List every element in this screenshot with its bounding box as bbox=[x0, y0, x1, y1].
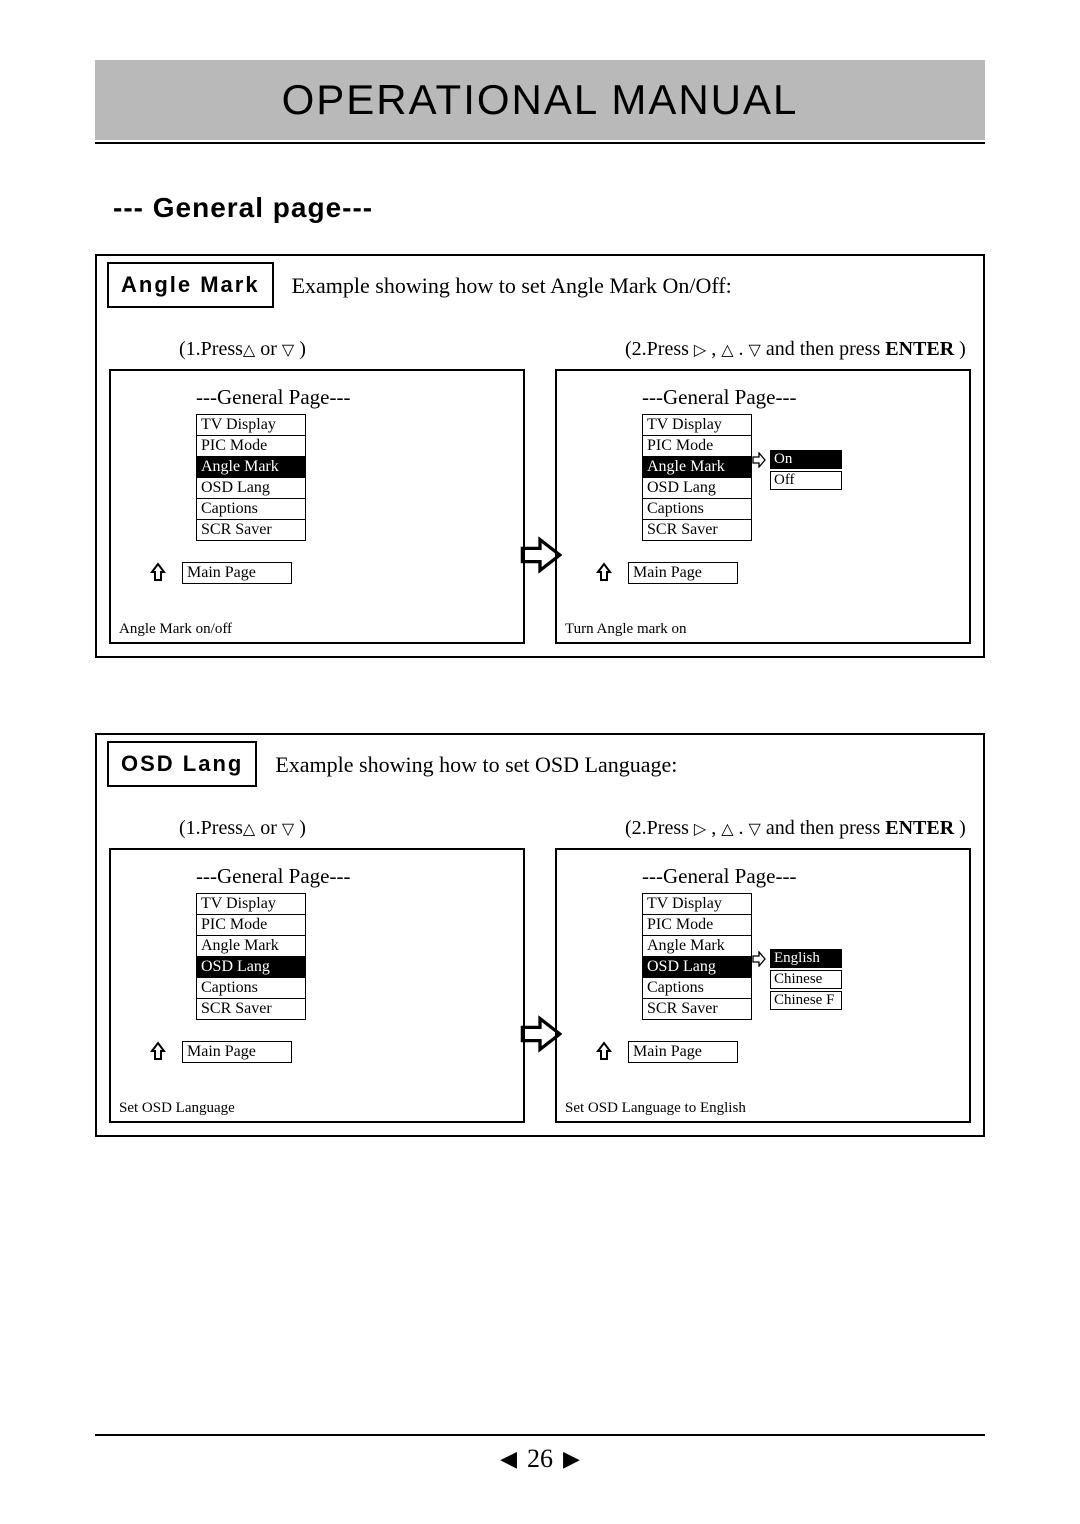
submenu: On Off bbox=[752, 449, 842, 491]
return-up-icon bbox=[146, 1037, 170, 1066]
menu-item-stack: TV DisplayPIC ModeAngle MarkOSD LangCapt… bbox=[196, 414, 306, 541]
menu-item: PIC Mode bbox=[642, 915, 752, 936]
osd-title: ---General Page--- bbox=[196, 864, 513, 889]
return-up-icon bbox=[146, 558, 170, 587]
main-page-row: Main Page bbox=[592, 558, 959, 587]
submenu-item: Chinese bbox=[770, 970, 842, 989]
main-page-row: Main Page bbox=[592, 1037, 959, 1066]
page-next-icon: ▶ bbox=[563, 1446, 580, 1472]
menu-item: TV Display bbox=[642, 415, 752, 436]
menu-item: PIC Mode bbox=[196, 436, 306, 457]
block-description: Example showing how to set Angle Mark On… bbox=[292, 273, 732, 299]
menu-item: PIC Mode bbox=[642, 436, 752, 457]
submenu-item: On bbox=[770, 450, 842, 469]
submenu-item: Chinese F bbox=[770, 991, 842, 1010]
status-line: Set OSD Language to English bbox=[565, 1100, 746, 1117]
header-rule bbox=[95, 142, 985, 144]
step-label-2: (2.Press ▷ , △ . ▽ and then press ENTER … bbox=[625, 338, 971, 361]
menu-item: Angle Mark bbox=[642, 936, 752, 957]
menu-item: SCR Saver bbox=[196, 999, 306, 1020]
menu-item: TV Display bbox=[196, 415, 306, 436]
menu-item: Captions bbox=[642, 499, 752, 520]
menu-item: SCR Saver bbox=[642, 999, 752, 1020]
menu-item: Captions bbox=[196, 499, 306, 520]
page-title: OPERATIONAL MANUAL bbox=[282, 76, 799, 124]
steps-row: (1.Press△ or ▽ ) ---General Page--- TV D… bbox=[109, 817, 971, 1123]
block-tag: Angle Mark bbox=[107, 262, 274, 308]
menu-item: Angle Mark bbox=[196, 936, 306, 957]
menu-item: Captions bbox=[196, 978, 306, 999]
menu-item: SCR Saver bbox=[196, 520, 306, 541]
main-page-item: Main Page bbox=[182, 562, 292, 584]
menu-item-stack: TV DisplayPIC ModeAngle MarkOSD LangCapt… bbox=[642, 414, 752, 541]
transition-arrow-icon bbox=[518, 533, 562, 582]
menu-item: Captions bbox=[642, 978, 752, 999]
menu-item: OSD Lang bbox=[196, 478, 306, 499]
block-description: Example showing how to set OSD Language: bbox=[275, 752, 677, 778]
main-page-item: Main Page bbox=[628, 1041, 738, 1063]
menu-item: Angle Mark bbox=[196, 457, 306, 478]
block-header: OSD Lang Example showing how to set OSD … bbox=[109, 743, 971, 787]
osd-panel-left: ---General Page--- TV DisplayPIC ModeAng… bbox=[109, 848, 525, 1123]
menu-item: TV Display bbox=[196, 894, 306, 915]
example-block: Angle Mark Example showing how to set An… bbox=[95, 254, 985, 658]
return-up-icon bbox=[592, 1037, 616, 1066]
page-number-row: ◀ 26 ▶ bbox=[95, 1444, 985, 1474]
menu-item: OSD Lang bbox=[196, 957, 306, 978]
step-label-2: (2.Press ▷ , △ . ▽ and then press ENTER … bbox=[625, 817, 971, 840]
example-block: OSD Lang Example showing how to set OSD … bbox=[95, 733, 985, 1137]
menu-item: PIC Mode bbox=[196, 915, 306, 936]
menu-item: Angle Mark bbox=[642, 457, 752, 478]
step-column-2: (2.Press ▷ , △ . ▽ and then press ENTER … bbox=[555, 338, 971, 644]
menu-item: TV Display bbox=[642, 894, 752, 915]
submenu-item: Off bbox=[770, 471, 842, 490]
menu-item-stack: TV DisplayPIC ModeAngle MarkOSD LangCapt… bbox=[196, 893, 306, 1020]
menu-item: OSD Lang bbox=[642, 478, 752, 499]
osd-title: ---General Page--- bbox=[196, 385, 513, 410]
page-prev-icon: ◀ bbox=[500, 1446, 517, 1472]
submenu: English Chinese Chinese F bbox=[752, 948, 842, 1011]
status-line: Angle Mark on/off bbox=[119, 621, 232, 638]
step-label-1: (1.Press△ or ▽ ) bbox=[179, 338, 525, 361]
block-header: Angle Mark Example showing how to set An… bbox=[109, 264, 971, 308]
osd-panel-right: ---General Page--- TV DisplayPIC ModeAng… bbox=[555, 369, 971, 644]
return-up-icon bbox=[592, 558, 616, 587]
title-banner: OPERATIONAL MANUAL bbox=[95, 60, 985, 140]
step-column-1: (1.Press△ or ▽ ) ---General Page--- TV D… bbox=[109, 817, 525, 1123]
footer-rule bbox=[95, 1434, 985, 1436]
block-tag: OSD Lang bbox=[107, 741, 257, 787]
step-column-2: (2.Press ▷ , △ . ▽ and then press ENTER … bbox=[555, 817, 971, 1123]
step-column-1: (1.Press△ or ▽ ) ---General Page--- TV D… bbox=[109, 338, 525, 644]
osd-title: ---General Page--- bbox=[642, 385, 959, 410]
osd-title: ---General Page--- bbox=[642, 864, 959, 889]
main-page-item: Main Page bbox=[628, 562, 738, 584]
step-label-1: (1.Press△ or ▽ ) bbox=[179, 817, 525, 840]
submenu-pointer-icon bbox=[752, 951, 766, 967]
footer: ◀ 26 ▶ bbox=[95, 1434, 985, 1474]
status-line: Turn Angle mark on bbox=[565, 621, 687, 638]
section-heading: --- General page--- bbox=[113, 192, 985, 224]
menu-item: SCR Saver bbox=[642, 520, 752, 541]
transition-arrow-icon bbox=[518, 1012, 562, 1061]
page-number: 26 bbox=[527, 1444, 553, 1474]
main-page-item: Main Page bbox=[182, 1041, 292, 1063]
main-page-row: Main Page bbox=[146, 558, 513, 587]
menu-item-stack: TV DisplayPIC ModeAngle MarkOSD LangCapt… bbox=[642, 893, 752, 1020]
osd-panel-left: ---General Page--- TV DisplayPIC ModeAng… bbox=[109, 369, 525, 644]
menu-item: OSD Lang bbox=[642, 957, 752, 978]
status-line: Set OSD Language bbox=[119, 1100, 235, 1117]
osd-panel-right: ---General Page--- TV DisplayPIC ModeAng… bbox=[555, 848, 971, 1123]
main-page-row: Main Page bbox=[146, 1037, 513, 1066]
steps-row: (1.Press△ or ▽ ) ---General Page--- TV D… bbox=[109, 338, 971, 644]
submenu-item: English bbox=[770, 949, 842, 968]
submenu-pointer-icon bbox=[752, 452, 766, 468]
